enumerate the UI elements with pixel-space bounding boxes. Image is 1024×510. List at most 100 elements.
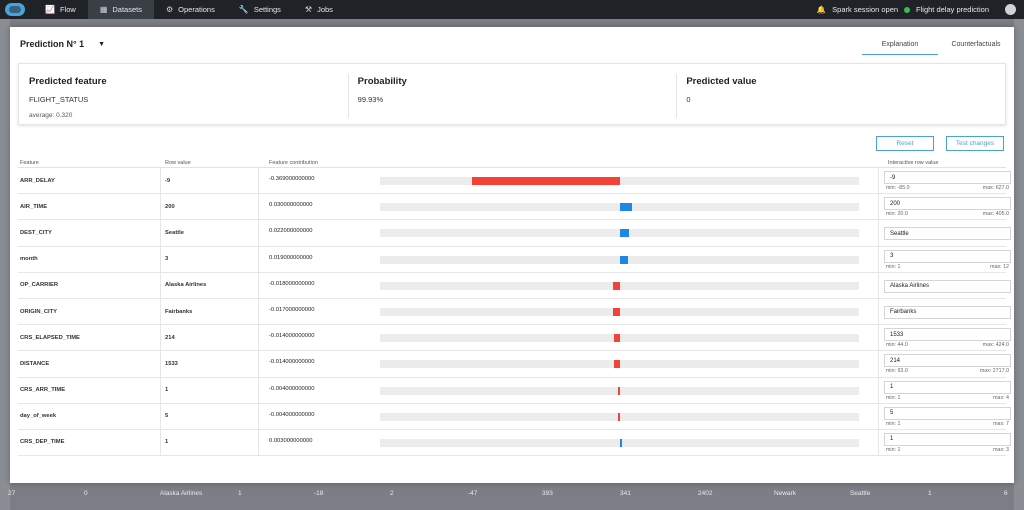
interactive-row-value: 214 min: 93.0 max: 2717.0	[884, 354, 1011, 374]
interactive-value-input[interactable]: 1533	[884, 328, 1011, 342]
column-divider	[878, 194, 879, 220]
bell-icon[interactable]: 🔔	[816, 5, 827, 14]
contribution-bar-track	[380, 281, 859, 290]
interactive-value-input[interactable]: 214	[884, 354, 1011, 368]
table-row: OP_CARRIER Alaska Airlines -0.018000000000…	[18, 272, 1011, 299]
modal-header: Prediction N° 1 ▼ Explanation Counterfact…	[10, 27, 1014, 57]
max-label: max: 2717.0	[979, 368, 1009, 375]
column-divider	[160, 377, 161, 403]
session-status-dot	[904, 6, 911, 13]
predicted-value-section: Predicted value 0	[676, 64, 1005, 124]
probability-title: Probability	[357, 76, 407, 87]
column-divider	[160, 194, 161, 220]
interactive-value-input[interactable]: 3	[884, 249, 1011, 263]
prediction-modal: Prediction N° 1 ▼ Explanation Counterfact…	[10, 27, 1014, 483]
interactive-value-input[interactable]: Fairbanks	[884, 305, 1011, 319]
nav-item-operations[interactable]: ⚙ Operations	[154, 0, 227, 19]
tab-explanation[interactable]: Explanation	[862, 41, 938, 55]
column-divider	[878, 272, 879, 298]
probability-section: Probability 99.93%	[347, 64, 677, 124]
max-label: max: 627.0	[982, 185, 1009, 191]
row-value: 1	[165, 439, 169, 446]
min-max-range: min: 44.0 max: 424.0	[884, 342, 1011, 348]
background-table-left	[0, 19, 10, 510]
project-name[interactable]: Flight delay prediction	[916, 5, 989, 14]
top-right-status: 🔔 Spark session open Flight delay predic…	[817, 0, 1024, 19]
min-max-range: min: -85.0 max: 627.0	[884, 185, 1011, 191]
max-label: max: 405.0	[982, 211, 1009, 218]
background-cell: 27	[8, 489, 16, 497]
prediction-select[interactable]: Prediction N° 1 ▼	[20, 39, 105, 49]
predicted-value-title: Predicted value	[686, 76, 757, 87]
row-value: 5	[165, 413, 169, 420]
nav-item-label: Settings	[253, 5, 281, 14]
interactive-row-value: 1533 min: 44.0 max: 424.0	[884, 328, 1011, 348]
avatar[interactable]	[1005, 4, 1016, 15]
column-divider	[160, 168, 161, 194]
min-label: min: 20.0	[886, 211, 908, 218]
background-cell: 1	[928, 489, 932, 497]
row-value: 214	[165, 334, 175, 341]
nav-item-datasets[interactable]: ▦ Datasets	[87, 0, 154, 19]
top-nav-bar: 📈 Flow ▦ Datasets ⚙ Operations 🔧 Settings ⚒ Jobs …	[0, 0, 1024, 19]
interactive-row-value: -9 min: -85.0 max: 627.0	[884, 171, 1011, 191]
app-logo[interactable]	[5, 3, 25, 16]
contribution-bar-track	[380, 203, 859, 212]
column-divider	[878, 220, 879, 246]
nav-item-label: Operations	[178, 5, 215, 14]
background-cell: 1	[238, 489, 242, 497]
column-divider	[160, 246, 161, 272]
table-row: DISTANCE 1533 -0.014000000000 214 min: 93.0 m…	[18, 351, 1011, 378]
feature-contribution-cell	[258, 298, 878, 325]
gear-icon: ⚙	[165, 5, 174, 14]
interactive-value-input[interactable]: Alaska Airlines	[884, 279, 1011, 293]
reset-button[interactable]: Reset	[876, 136, 934, 151]
feature-contribution-cell	[258, 168, 878, 194]
min-label: min: 1	[886, 446, 901, 453]
table-row: CRS_ARR_TIME 1 -0.004000000000 1 min: 1 max: …	[18, 377, 1011, 404]
feature-contribution-cell	[258, 351, 878, 377]
header-feature-contribution: Feature contribution	[269, 160, 318, 166]
header-feature: Feature	[20, 160, 39, 166]
contribution-bar	[618, 412, 620, 421]
min-max-range: min: 93.0 max: 2717.0	[884, 368, 1011, 374]
row-value: 1	[165, 387, 169, 394]
feature-contribution-value: -0.018000000000	[269, 280, 315, 287]
min-label: min: -85.0	[886, 185, 910, 191]
interactive-value-input[interactable]: 5	[884, 406, 1011, 420]
interactive-value-input[interactable]: 1	[884, 380, 1011, 394]
nav-item-settings[interactable]: 🔧 Settings	[227, 0, 293, 19]
column-divider	[160, 403, 161, 429]
table-icon: ▦	[99, 5, 108, 14]
column-divider	[160, 429, 161, 456]
table-row: ARR_DELAY -9 -0.369000000000 -9 min: -85.0 ma…	[18, 168, 1011, 195]
feature-name: OP_CARRIER	[20, 282, 59, 289]
column-divider	[160, 351, 161, 377]
interactive-value-input[interactable]: Seattle	[884, 227, 1011, 241]
nav-item-jobs[interactable]: ⚒ Jobs	[293, 0, 345, 19]
row-value: 1533	[165, 360, 178, 367]
column-divider	[878, 351, 879, 377]
interactive-row-value: 1 min: 1 max: 3	[884, 432, 1011, 453]
row-value: 3	[165, 256, 169, 263]
nav-item-flow[interactable]: 📈 Flow	[33, 0, 88, 19]
background-table-row: 27 0 Alaska Airlines 1 -18 2 -47 393 341 2402 Newa…	[0, 486, 1024, 500]
interactive-value-input[interactable]: 200	[884, 197, 1011, 211]
feature-contribution-cell	[258, 194, 878, 220]
feature-contribution-value: 0.022000000000	[269, 228, 313, 235]
contribution-bar-track	[380, 438, 859, 447]
interactive-value-input[interactable]: -9	[884, 171, 1011, 184]
feature-contribution-value: -0.369000000000	[269, 176, 315, 182]
contribution-bar-track	[380, 412, 859, 421]
test-changes-button[interactable]: Test changes	[946, 136, 1004, 151]
background-cell: 2	[390, 489, 394, 497]
interactive-row-value: 5 min: 1 max: 7	[884, 406, 1011, 427]
column-divider	[160, 298, 161, 325]
tab-counterfactuals[interactable]: Counterfactuals	[951, 41, 1001, 48]
contribution-bar	[620, 255, 628, 264]
interactive-value-input[interactable]: 1	[884, 432, 1011, 446]
feature-contribution-value: -0.004000000000	[269, 411, 315, 418]
table-row: CRS_DEP_TIME 1 0.003000000000 1 min: 1 max: 3	[18, 429, 1011, 457]
feature-contribution-cell	[258, 272, 878, 298]
feature-contribution-cell	[258, 377, 878, 403]
